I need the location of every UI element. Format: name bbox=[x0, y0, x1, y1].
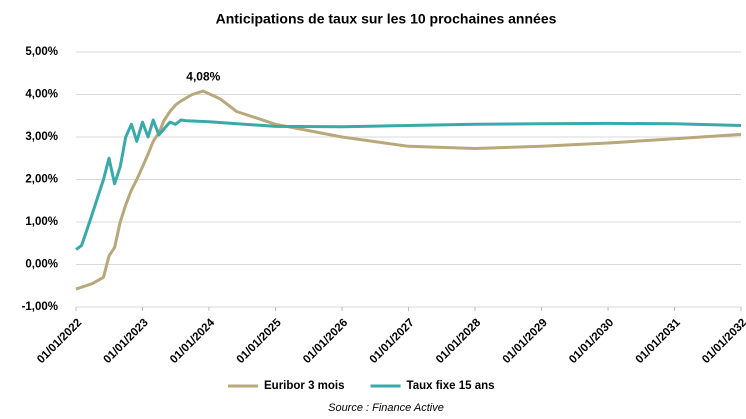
x-tick-label: 01/01/2025 bbox=[235, 316, 285, 366]
legend-label: Euribor 3 mois bbox=[264, 380, 345, 392]
legend-label: Taux fixe 15 ans bbox=[407, 380, 495, 392]
y-tick-label: 4,00% bbox=[25, 89, 58, 101]
x-tick-label: 01/01/2023 bbox=[102, 317, 151, 366]
x-tick-label: 01/01/2028 bbox=[434, 316, 484, 366]
data-label: 4,08% bbox=[186, 69, 220, 83]
y-tick-label: 2,00% bbox=[25, 174, 58, 186]
y-tick-label: 5,00% bbox=[25, 46, 58, 58]
y-tick-label: 0,00% bbox=[25, 259, 58, 271]
series-line bbox=[75, 89, 742, 291]
x-tick-label: 01/01/2029 bbox=[501, 317, 550, 366]
x-tick-label: 01/01/2027 bbox=[368, 317, 417, 366]
y-tick-label: 1,00% bbox=[25, 216, 58, 228]
x-tick-label: 01/01/2032 bbox=[700, 317, 746, 366]
y-tick-label: 3,00% bbox=[25, 131, 58, 143]
source: Source : Finance Active bbox=[328, 402, 444, 414]
y-tick-label: -1,00% bbox=[22, 301, 58, 313]
x-tick-label: 01/01/2022 bbox=[35, 317, 84, 366]
chart-title: Anticipations de taux sur les 10 prochai… bbox=[216, 11, 557, 27]
x-tick-label: 01/01/2030 bbox=[567, 317, 616, 366]
x-tick-label: 01/01/2031 bbox=[634, 316, 684, 366]
x-tick-label: 01/01/2026 bbox=[301, 317, 350, 366]
series-line bbox=[75, 118, 742, 251]
x-tick-label: 01/01/2024 bbox=[168, 316, 218, 366]
